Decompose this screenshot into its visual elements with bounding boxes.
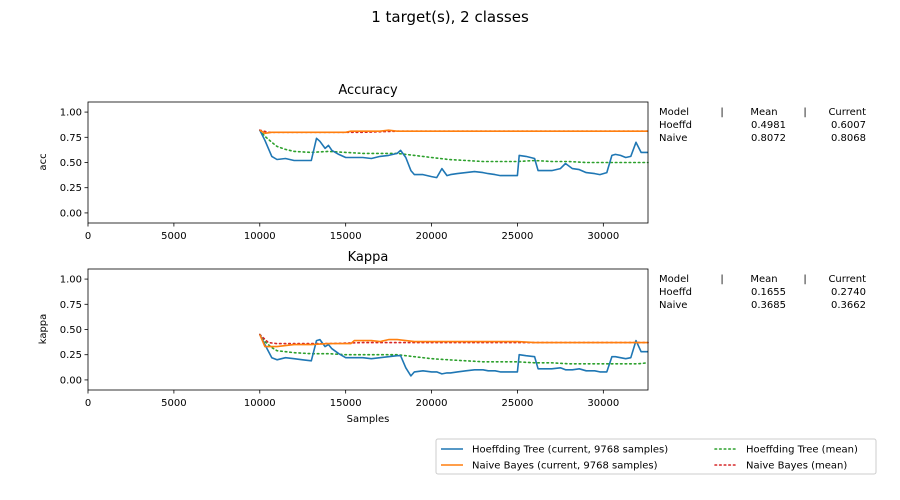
- accuracy-stats-row-naive-mean: 0.8072: [751, 133, 786, 144]
- accuracy-ytick-label: 0.50: [60, 158, 82, 169]
- accuracy-xtick-label: 5000: [161, 231, 186, 242]
- accuracy-stats-header-sep2: |: [803, 107, 806, 118]
- kappa-stats-header-model: Model: [659, 274, 689, 285]
- kappa-stats-row-naive-model: Naive: [659, 300, 687, 311]
- kappa-stats-header-current: Current: [828, 274, 866, 285]
- accuracy-stats-row-hoeffd-mean: 0.4981: [751, 120, 786, 131]
- kappa-stats-row-naive-current: 0.3662: [831, 300, 866, 311]
- kappa-ytick-label: 0.00: [60, 375, 82, 386]
- kappa-stats-header-mean: Mean: [750, 274, 777, 285]
- kappa-axes-frame: [87, 268, 649, 391]
- accuracy-ytick-label: 1.00: [60, 108, 82, 119]
- kappa-xtick-label: 15000: [330, 398, 362, 409]
- kappa-xtick-label: 30000: [587, 398, 619, 409]
- accuracy-line-hoeffding-mean: [258, 129, 649, 164]
- kappa-ylabel: kappa: [38, 314, 49, 345]
- legend-label-hoeffding-current: Hoeffding Tree (current, 9768 samples): [472, 445, 668, 456]
- kappa-stats-row-hoeffd-mean: 0.1655: [751, 287, 786, 298]
- kappa-xtick-label: 0: [85, 398, 91, 409]
- legend-label-naive-current: Naive Bayes (current, 9768 samples): [472, 461, 658, 472]
- accuracy-ticks: 0 5000 10000 15000 20000 25000 30000 0.00 0.25 0.…: [60, 108, 620, 242]
- kappa-xtick-label: 20000: [416, 398, 448, 409]
- accuracy-stats-header-model: Model: [659, 107, 689, 118]
- accuracy-series: [258, 129, 649, 179]
- accuracy-xtick-label: 15000: [330, 231, 362, 242]
- legend-label-hoeffding-mean: Hoeffding Tree (mean): [746, 445, 858, 456]
- accuracy-ytick-label: 0.00: [60, 208, 82, 219]
- kappa-stats-header-sep2: |: [803, 274, 806, 285]
- kappa-ytick-label: 0.75: [60, 300, 82, 311]
- kappa-line-hoeffding-current: [259, 334, 648, 377]
- accuracy-xtick-label: 10000: [244, 231, 276, 242]
- accuracy-stats-header-current: Current: [828, 107, 866, 118]
- accuracy-xtick-label: 0: [85, 231, 91, 242]
- accuracy-stats-header-sep1: |: [720, 107, 723, 118]
- kappa-ticks: 0 5000 10000 15000 20000 25000 30000 0.00 0.25 0.…: [60, 275, 620, 409]
- kappa-ytick-label: 0.25: [60, 350, 82, 361]
- legend-box: [435, 438, 877, 475]
- figure-suptitle: 1 target(s), 2 classes: [371, 8, 529, 26]
- accuracy-stats-row-naive-current: 0.8068: [831, 133, 866, 144]
- accuracy-stats-row-hoeffd-model: Hoeffd: [659, 120, 692, 131]
- accuracy-title: Accuracy: [338, 83, 398, 98]
- accuracy-stats-row-naive-model: Naive: [659, 133, 687, 144]
- kappa-stats-header-sep1: |: [720, 274, 723, 285]
- kappa-series: [258, 333, 649, 377]
- kappa-xtick-label: 25000: [502, 398, 534, 409]
- accuracy-ytick-label: 0.25: [60, 183, 82, 194]
- kappa-stats-row-naive-mean: 0.3685: [751, 300, 786, 311]
- accuracy-line-hoeffding-current: [259, 129, 648, 179]
- legend-label-naive-mean: Naive Bayes (mean): [746, 461, 847, 472]
- kappa-ytick-label: 1.00: [60, 275, 82, 286]
- accuracy-axes-frame: [87, 101, 649, 224]
- accuracy-xtick-label: 20000: [416, 231, 448, 242]
- accuracy-line-naive-current: [259, 129, 648, 135]
- kappa-ytick-label: 0.50: [60, 325, 82, 336]
- accuracy-ylabel: acc: [38, 153, 49, 170]
- accuracy-xtick-label: 25000: [502, 231, 534, 242]
- kappa-stats-row-hoeffd-model: Hoeffd: [659, 287, 692, 298]
- accuracy-stats-header-mean: Mean: [750, 107, 777, 118]
- kappa-xtick-label: 10000: [244, 398, 276, 409]
- kappa-xlabel: Samples: [347, 414, 390, 425]
- kappa-title: Kappa: [348, 250, 389, 265]
- accuracy-stats-row-hoeffd-current: 0.6007: [831, 120, 866, 131]
- kappa-stats-table: Model | Mean | Current Hoeffd 0.1655 0.2…: [659, 274, 866, 311]
- kappa-line-hoeffding-mean: [258, 333, 649, 365]
- kappa-line-naive-current: [259, 334, 648, 348]
- accuracy-stats-table: Model | Mean | Current Hoeffd 0.4981 0.6…: [659, 107, 866, 144]
- accuracy-xtick-label: 30000: [587, 231, 619, 242]
- legend: Hoeffding Tree (current, 9768 samples) Na…: [435, 438, 877, 475]
- legend-entries: Hoeffding Tree (current, 9768 samples) Na…: [441, 445, 858, 472]
- kappa-panel: Kappa kappa Samples 0 5000 10000 15000 20000…: [38, 250, 866, 425]
- kappa-stats-row-hoeffd-current: 0.2740: [831, 287, 866, 298]
- accuracy-panel: Accuracy acc 0 5000 10000 15000 20000 25000 30…: [38, 83, 866, 242]
- accuracy-ytick-label: 0.75: [60, 133, 82, 144]
- kappa-xtick-label: 5000: [161, 398, 186, 409]
